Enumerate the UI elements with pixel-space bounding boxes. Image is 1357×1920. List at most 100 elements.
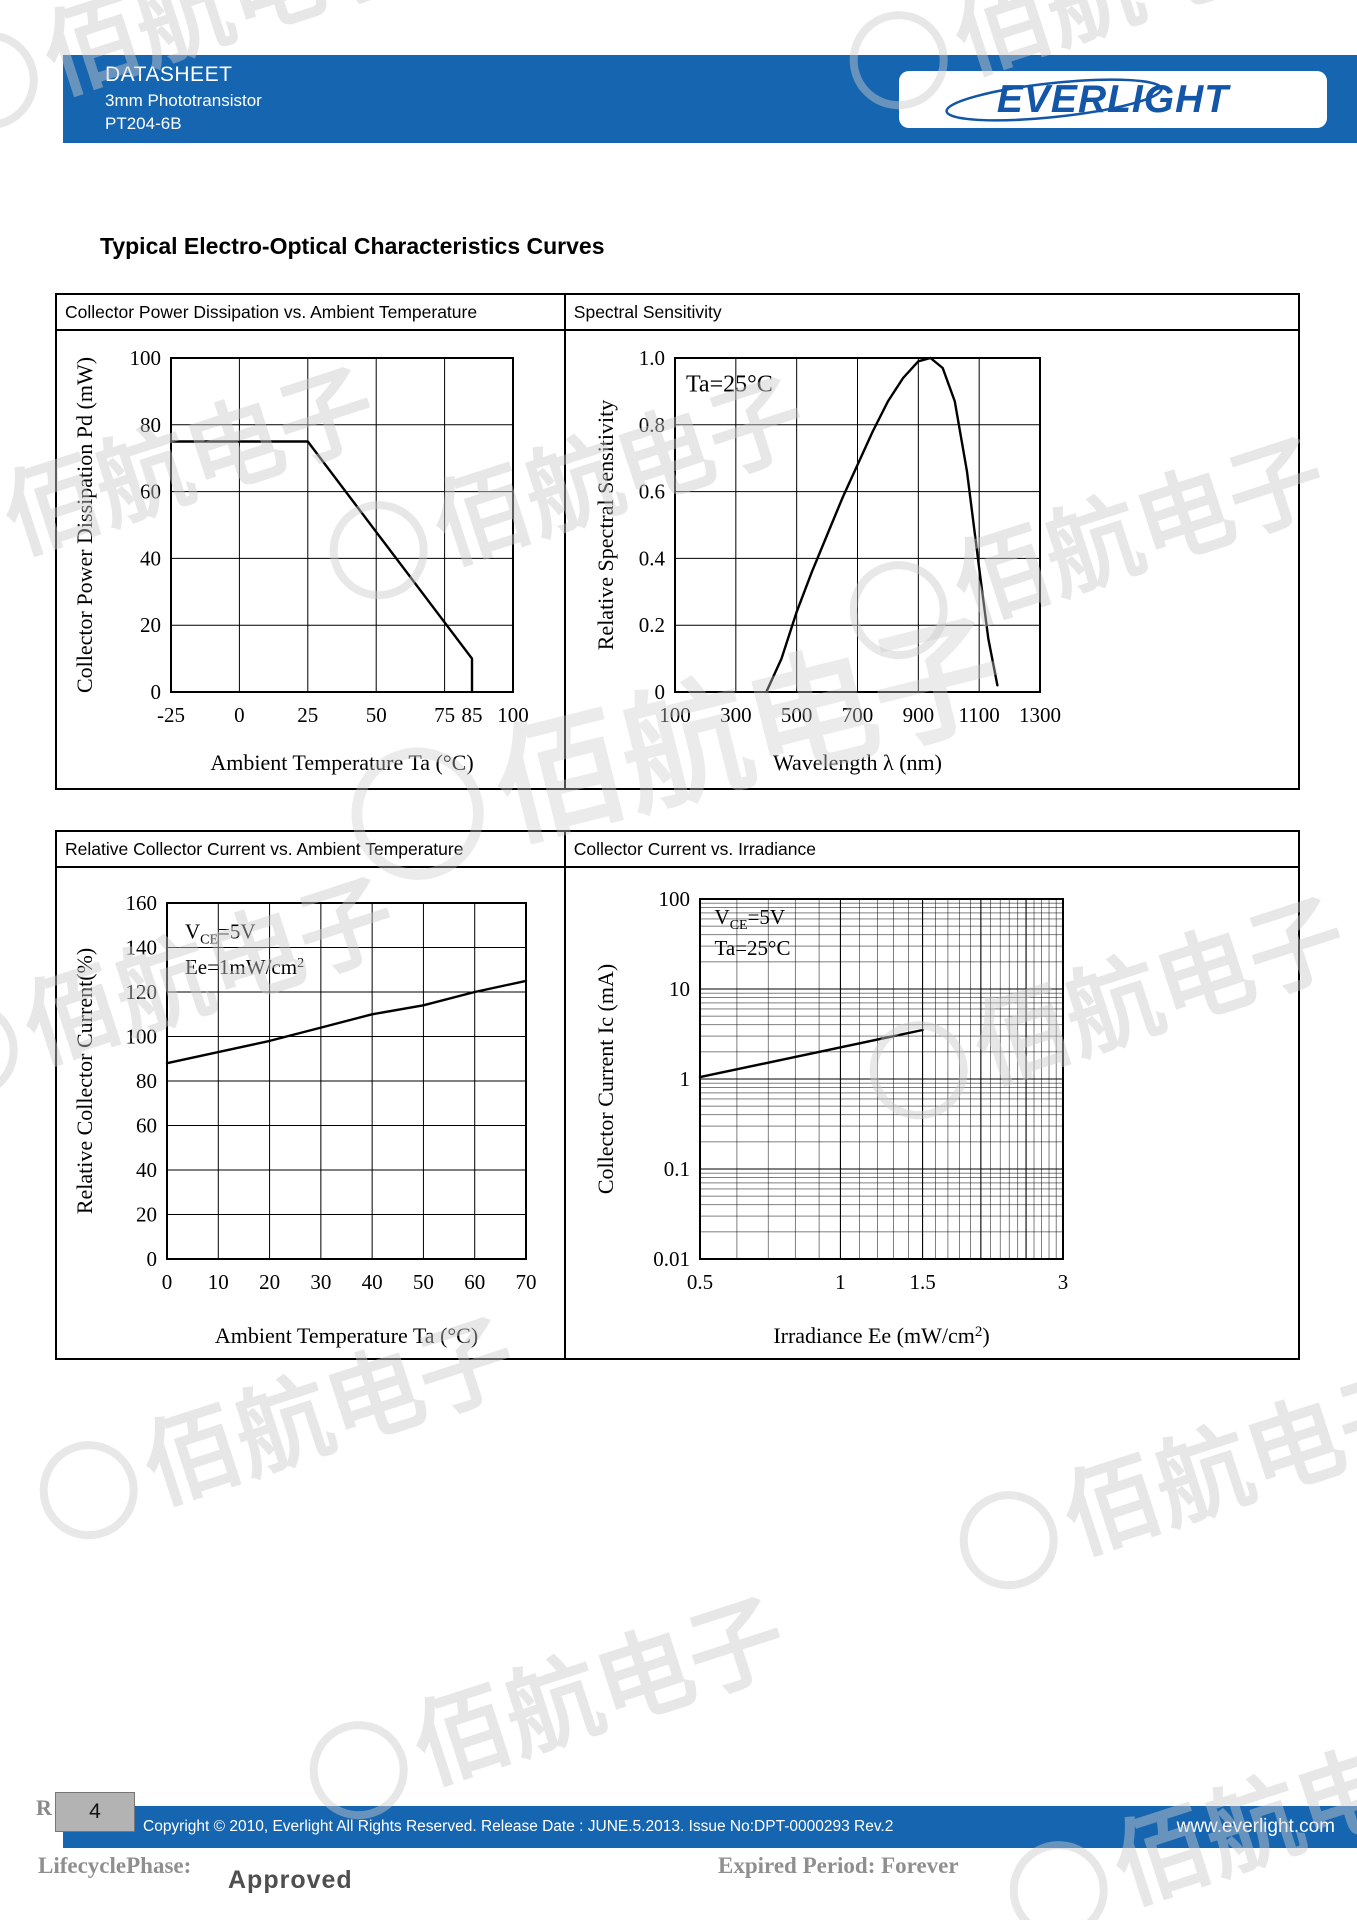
svg-text:0: 0	[147, 1247, 158, 1271]
svg-text:75: 75	[434, 703, 455, 727]
svg-text:Collector Current Ic (mA): Collector Current Ic (mA)	[593, 964, 618, 1194]
panel-title-pd-vs-ta: Collector Power Dissipation vs. Ambient …	[57, 295, 566, 329]
svg-text:120: 120	[126, 980, 158, 1004]
watermark: 佰航电子	[296, 1579, 800, 1832]
svg-text:0.8: 0.8	[639, 412, 665, 436]
panel-pd-vs-ta: -25 0 25 50 75 85 100 0 20 40 60 80 100 Ambient Tempe…	[57, 331, 566, 788]
watermark: 佰航电子	[946, 1349, 1357, 1602]
svg-text:Collector Power Dissipation Pd: Collector Power Dissipation Pd (mW)	[72, 356, 97, 692]
svg-text:50: 50	[413, 1270, 434, 1294]
svg-text:0: 0	[151, 680, 162, 704]
svg-text:0.5: 0.5	[687, 1270, 713, 1294]
charts-box-bottom-body: 0 10 20 30 40 50 60 70 0 20 40 60 80 100 120 140 160 Ambi…	[57, 868, 1298, 1358]
panel-title-spectral-sensitivity: Spectral Sensitivity	[573, 301, 722, 322]
charts-box-top: Collector Power Dissipation vs. Ambient …	[55, 293, 1300, 790]
website-link[interactable]: www.everlight.com	[1176, 1816, 1335, 1837]
svg-text:1: 1	[679, 1067, 690, 1091]
svg-text:Relative Collector Current(%): Relative Collector Current(%)	[72, 948, 97, 1214]
svg-text:1300: 1300	[1019, 703, 1061, 727]
svg-text:50: 50	[366, 703, 387, 727]
panel-title-ic-vs-irradiance: Collector Current vs. Irradiance	[573, 838, 816, 859]
page-number: 4	[89, 1800, 101, 1823]
watermark-text: 佰航电子	[399, 1579, 800, 1805]
residual-letter: R	[36, 1795, 52, 1820]
svg-text:Ta=25°C: Ta=25°C	[686, 371, 773, 397]
watermark-text: 佰航电子	[1049, 1349, 1357, 1575]
svg-text:1.0: 1.0	[639, 346, 665, 370]
svg-text:1.5: 1.5	[909, 1270, 935, 1294]
svg-text:VCE=5V: VCE=5V	[714, 905, 785, 933]
watermark-ring-icon	[946, 1478, 1071, 1602]
watermark-ring-icon	[0, 478, 11, 602]
svg-text:3: 3	[1058, 1270, 1069, 1294]
svg-text:Ta=25°C: Ta=25°C	[714, 936, 790, 960]
svg-text:80: 80	[140, 412, 161, 436]
svg-text:80: 80	[136, 1069, 157, 1093]
svg-text:Wavelength λ (nm): Wavelength λ (nm)	[773, 750, 942, 775]
lifecycle-phase-value: Approved	[228, 1866, 353, 1894]
svg-text:10: 10	[669, 977, 690, 1001]
svg-text:70: 70	[516, 1270, 537, 1294]
svg-text:0.6: 0.6	[639, 479, 665, 503]
svg-text:1: 1	[835, 1270, 846, 1294]
svg-text:85: 85	[461, 703, 482, 727]
svg-text:1100: 1100	[958, 703, 999, 727]
copyright-text: Copyright © 2010, Everlight All Rights R…	[143, 1818, 894, 1835]
relative-current-chart: 0 10 20 30 40 50 60 70 0 20 40 60 80 100 120 140 160 Ambi…	[72, 891, 537, 1348]
svg-text:300: 300	[720, 703, 752, 727]
header-text-block: DATASHEET 3mm Phototransistor PT204-6B	[105, 62, 262, 134]
charts-box-top-body: -25 0 25 50 75 85 100 0 20 40 60 80 100 Ambient Tempe…	[57, 331, 1298, 788]
svg-text:60: 60	[140, 479, 161, 503]
page-title: Typical Electro-Optical Characteristics …	[100, 233, 605, 259]
charts-box-top-header: Collector Power Dissipation vs. Ambient …	[57, 295, 1298, 331]
ic-vs-irradiance-chart: 0.5 1 1.5 3 0.01 0.1 1 10 100 Irradiance Ee (mW/c…	[593, 887, 1069, 1348]
part-number: PT204-6B	[105, 113, 182, 133]
watermark-ring-icon	[0, 988, 31, 1112]
svg-text:160: 160	[126, 891, 158, 915]
panel-spectral-sensitivity: 100 300 500 700 900 1100 1300 0 0.2 0.4 0.6 0.8 1.0 W…	[566, 331, 1298, 788]
product-name: 3mm Phototransistor	[105, 91, 262, 111]
charts-box-bottom-header: Relative Collector Current vs. Ambient T…	[57, 832, 1298, 868]
svg-text:0: 0	[162, 1270, 173, 1294]
svg-text:100: 100	[659, 703, 691, 727]
svg-text:25: 25	[297, 703, 318, 727]
logo-swoosh-icon	[945, 78, 1163, 122]
svg-text:100: 100	[497, 703, 529, 727]
svg-text:40: 40	[136, 1158, 157, 1182]
footer-bar: Copyright © 2010, Everlight All Rights R…	[63, 1806, 1357, 1848]
svg-text:0.01: 0.01	[653, 1247, 690, 1271]
charts-box-bottom: Relative Collector Current vs. Ambient T…	[55, 830, 1300, 1360]
watermark-ring-icon	[26, 1428, 151, 1552]
header-bar: DATASHEET 3mm Phototransistor PT204-6B E…	[63, 55, 1357, 143]
panel-title-relative-current: Relative Collector Current vs. Ambient T…	[57, 832, 566, 866]
svg-text:100: 100	[130, 346, 162, 370]
svg-text:0.1: 0.1	[664, 1157, 690, 1181]
spectral-sensitivity-chart: 100 300 500 700 900 1100 1300 0 0.2 0.4 0.6 0.8 1.0 W…	[593, 346, 1061, 775]
svg-text:700: 700	[842, 703, 874, 727]
panel-relative-current: 0 10 20 30 40 50 60 70 0 20 40 60 80 100 120 140 160 Ambi…	[57, 868, 566, 1358]
watermark-ring-icon	[0, 18, 51, 142]
svg-text:20: 20	[259, 1270, 280, 1294]
panel-ic-vs-irradiance: 0.5 1 1.5 3 0.01 0.1 1 10 100 Irradiance Ee (mW/c…	[566, 868, 1298, 1358]
svg-text:100: 100	[126, 1025, 158, 1049]
page-number-box: 4	[55, 1792, 135, 1832]
svg-text:60: 60	[464, 1270, 485, 1294]
svg-text:0.4: 0.4	[639, 546, 666, 570]
svg-text:40: 40	[140, 546, 161, 570]
svg-text:20: 20	[140, 613, 161, 637]
svg-text:Ambient Temperature Ta (°C): Ambient Temperature Ta (°C)	[210, 750, 473, 775]
svg-text:-25: -25	[157, 703, 185, 727]
svg-text:500: 500	[781, 703, 813, 727]
svg-text:140: 140	[126, 936, 158, 960]
everlight-logo: EVERLIGHT	[899, 71, 1327, 128]
svg-text:0: 0	[234, 703, 245, 727]
svg-text:40: 40	[362, 1270, 383, 1294]
svg-text:Ee=1mW/cm2: Ee=1mW/cm2	[185, 955, 304, 979]
svg-text:Irradiance Ee (mW/cm2): Irradiance Ee (mW/cm2)	[773, 1323, 989, 1348]
lifecycle-phase-label: LifecyclePhase:	[38, 1853, 192, 1878]
svg-text:30: 30	[310, 1270, 331, 1294]
svg-text:0: 0	[654, 680, 665, 704]
svg-text:Ambient Temperature Ta (°C): Ambient Temperature Ta (°C)	[215, 1323, 478, 1348]
svg-text:Relative Spectral Sensitivity: Relative Spectral Sensitivity	[593, 399, 618, 650]
